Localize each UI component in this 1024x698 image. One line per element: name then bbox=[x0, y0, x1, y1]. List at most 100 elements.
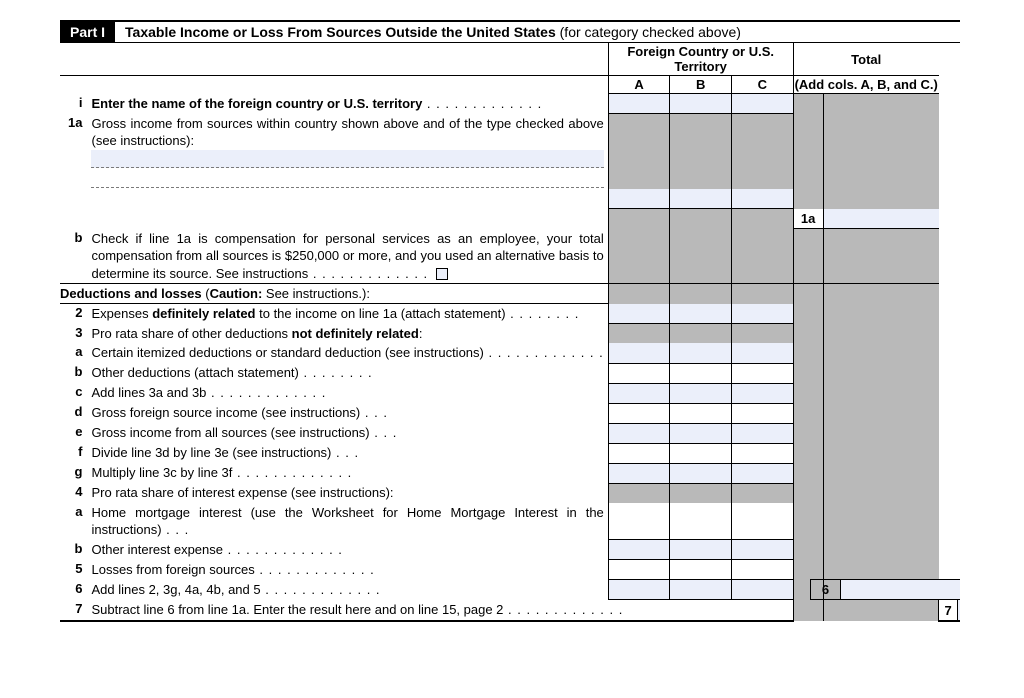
row-1b: b Check if line 1a is compensation for p… bbox=[60, 229, 960, 284]
row-2: 2 Expenses definitely related to the inc… bbox=[60, 304, 960, 324]
row-3d-label: d bbox=[60, 403, 90, 423]
cell-i-a[interactable] bbox=[608, 94, 670, 114]
cell-3f-b[interactable] bbox=[670, 443, 732, 463]
header-col-a: A bbox=[608, 76, 670, 94]
cell-2-b[interactable] bbox=[670, 304, 732, 324]
input-line-1a-2[interactable] bbox=[91, 170, 603, 188]
cell-3e-b[interactable] bbox=[670, 423, 732, 443]
cell-3d-c[interactable] bbox=[731, 403, 793, 423]
row-4b-text: Other interest expense bbox=[90, 540, 608, 560]
cell-3b-a[interactable] bbox=[608, 363, 670, 383]
cell-3f-c[interactable] bbox=[731, 443, 793, 463]
cell-2-a[interactable] bbox=[608, 304, 670, 324]
row-section-dl: Deductions and losses (Caution: See inst… bbox=[60, 284, 960, 304]
cell-3b-c[interactable] bbox=[731, 363, 793, 383]
cell-4b-c[interactable] bbox=[731, 540, 793, 560]
cell-1a-total[interactable] bbox=[823, 209, 939, 229]
input-line-1a-1[interactable] bbox=[91, 150, 603, 168]
cell-6-total[interactable] bbox=[840, 580, 960, 600]
row-2-label: 2 bbox=[60, 304, 90, 324]
cell-5-a[interactable] bbox=[608, 560, 670, 580]
row-4-text: Pro rata share of interest expense (see … bbox=[90, 483, 608, 503]
main-table: Foreign Country or U.S. Territory Total … bbox=[60, 43, 960, 622]
row-3e-text: Gross income from all sources (see instr… bbox=[90, 423, 608, 443]
cell-3e-c[interactable] bbox=[731, 423, 793, 443]
row-3e-label: e bbox=[60, 423, 90, 443]
row-3b-text: Other deductions (attach statement) bbox=[90, 363, 608, 383]
checkbox-1b[interactable] bbox=[436, 268, 448, 280]
row-4a-text: Home mortgage interest (use the Workshee… bbox=[90, 503, 608, 540]
cell-5-b[interactable] bbox=[670, 560, 732, 580]
row-4a-label: a bbox=[60, 503, 90, 540]
cell-7-total[interactable] bbox=[958, 600, 961, 621]
total-label-6: 6 bbox=[810, 580, 840, 600]
section-deductions-losses: Deductions and losses (Caution: See inst… bbox=[60, 284, 608, 304]
row-1a-text: Gross income from sources within country… bbox=[90, 114, 608, 189]
row-7-text: Subtract line 6 from line 1a. Enter the … bbox=[90, 600, 793, 621]
cell-3b-b[interactable] bbox=[670, 363, 732, 383]
row-3a-label: a bbox=[60, 343, 90, 363]
cell-i-c[interactable] bbox=[731, 94, 793, 114]
cell-4b-a[interactable] bbox=[608, 540, 670, 560]
row-1a-label: 1a bbox=[60, 114, 90, 189]
cell-5-c[interactable] bbox=[731, 560, 793, 580]
header-row-2: A B C (Add cols. A, B, and C.) bbox=[60, 76, 960, 94]
row-3g-label: g bbox=[60, 463, 90, 483]
row-6-text: Add lines 2, 3g, 4a, 4b, and 5 bbox=[90, 580, 608, 600]
cell-3c-b[interactable] bbox=[670, 383, 732, 403]
row-i: i Enter the name of the foreign country … bbox=[60, 94, 960, 114]
header-col-b: B bbox=[670, 76, 732, 94]
cell-3a-a[interactable] bbox=[608, 343, 670, 363]
row-3-text: Pro rata share of other deductions not d… bbox=[90, 324, 608, 344]
cell-4b-b[interactable] bbox=[670, 540, 732, 560]
form-container: Part I Taxable Income or Loss From Sourc… bbox=[60, 20, 960, 622]
cell-3a-c[interactable] bbox=[731, 343, 793, 363]
header-col-c: C bbox=[731, 76, 793, 94]
header-total: Total bbox=[793, 43, 939, 76]
cell-3g-b[interactable] bbox=[670, 463, 732, 483]
row-3-label: 3 bbox=[60, 324, 90, 344]
cell-3d-a[interactable] bbox=[608, 403, 670, 423]
cell-3c-a[interactable] bbox=[608, 383, 670, 403]
cell-3a-b[interactable] bbox=[670, 343, 732, 363]
row-1b-label: b bbox=[60, 229, 90, 284]
row-3f-text: Divide line 3d by line 3e (see instructi… bbox=[90, 443, 608, 463]
part-title-bold: Taxable Income or Loss From Sources Outs… bbox=[125, 24, 556, 40]
cell-3g-c[interactable] bbox=[731, 463, 793, 483]
row-2-text: Expenses definitely related to the incom… bbox=[90, 304, 608, 324]
row-3g-text: Multiply line 3c by line 3f bbox=[90, 463, 608, 483]
cell-1a-c[interactable] bbox=[731, 189, 793, 209]
row-3c-label: c bbox=[60, 383, 90, 403]
cell-2-c[interactable] bbox=[731, 304, 793, 324]
cell-4a-a[interactable] bbox=[608, 503, 670, 540]
row-i-text: Enter the name of the foreign country or… bbox=[90, 94, 608, 114]
part-header: Part I Taxable Income or Loss From Sourc… bbox=[60, 20, 960, 43]
row-3b-label: b bbox=[60, 363, 90, 383]
row-i-label: i bbox=[60, 94, 90, 114]
total-label-1a: 1a bbox=[793, 209, 823, 229]
header-row-1: Foreign Country or U.S. Territory Total bbox=[60, 43, 960, 76]
cell-4a-b[interactable] bbox=[670, 503, 732, 540]
total-label-7: 7 bbox=[939, 600, 958, 621]
cell-6-a[interactable] bbox=[608, 580, 670, 600]
cell-1a-a[interactable] bbox=[608, 189, 670, 209]
cell-3f-a[interactable] bbox=[608, 443, 670, 463]
cell-3g-a[interactable] bbox=[608, 463, 670, 483]
cell-6-c[interactable] bbox=[731, 580, 793, 600]
part-title: Taxable Income or Loss From Sources Outs… bbox=[115, 22, 751, 42]
row-1a-total: 1a bbox=[60, 209, 960, 229]
row-3c-text: Add lines 3a and 3b bbox=[90, 383, 608, 403]
row-3a-text: Certain itemized deductions or standard … bbox=[90, 343, 608, 363]
part-label: Part I bbox=[60, 22, 115, 42]
part-title-paren: (for category checked above) bbox=[560, 24, 741, 40]
cell-3d-b[interactable] bbox=[670, 403, 732, 423]
cell-4a-c[interactable] bbox=[731, 503, 793, 540]
cell-1a-b[interactable] bbox=[670, 189, 732, 209]
row-6-label: 6 bbox=[60, 580, 90, 600]
cell-i-b[interactable] bbox=[670, 94, 732, 114]
cell-6-b[interactable] bbox=[670, 580, 732, 600]
cell-3c-c[interactable] bbox=[731, 383, 793, 403]
header-foreign: Foreign Country or U.S. Territory bbox=[608, 43, 793, 76]
row-3d-text: Gross foreign source income (see instruc… bbox=[90, 403, 608, 423]
cell-3e-a[interactable] bbox=[608, 423, 670, 443]
